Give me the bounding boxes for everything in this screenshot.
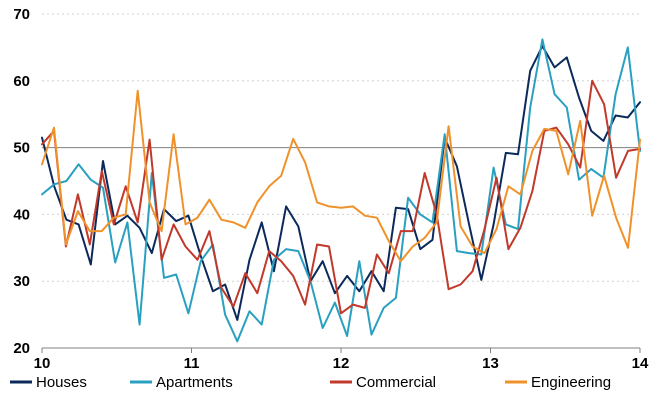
legend-label: Apartments xyxy=(156,374,233,391)
x-tick-label: 13 xyxy=(482,355,499,372)
x-tick-label: 12 xyxy=(333,355,350,372)
legend-label: Commercial xyxy=(356,374,436,391)
y-tick-label: 60 xyxy=(13,73,30,90)
x-tick-label: 11 xyxy=(184,355,200,372)
series-line-houses xyxy=(41,45,641,321)
legend-label: Houses xyxy=(36,374,87,391)
y-tick-label: 70 xyxy=(13,6,30,23)
y-tick-label: 30 xyxy=(13,273,30,290)
legend: Houses Apartments Commercial Engineering xyxy=(10,374,611,391)
legend-label: Engineering xyxy=(531,374,611,391)
y-tick-label: 40 xyxy=(13,206,30,223)
series-line-engineering xyxy=(41,89,641,263)
series-line-commercial xyxy=(41,79,641,315)
series-lines xyxy=(41,38,641,343)
x-axis: 10 11 12 13 14 xyxy=(34,347,649,372)
y-tick-label: 50 xyxy=(13,140,30,157)
x-tick-label: 10 xyxy=(34,355,51,372)
x-tick-label: 14 xyxy=(632,355,649,372)
y-axis-ticks: 20 30 40 50 60 70 xyxy=(13,6,30,357)
y-tick-label: 20 xyxy=(13,340,30,357)
series-line-apartments xyxy=(41,38,641,343)
